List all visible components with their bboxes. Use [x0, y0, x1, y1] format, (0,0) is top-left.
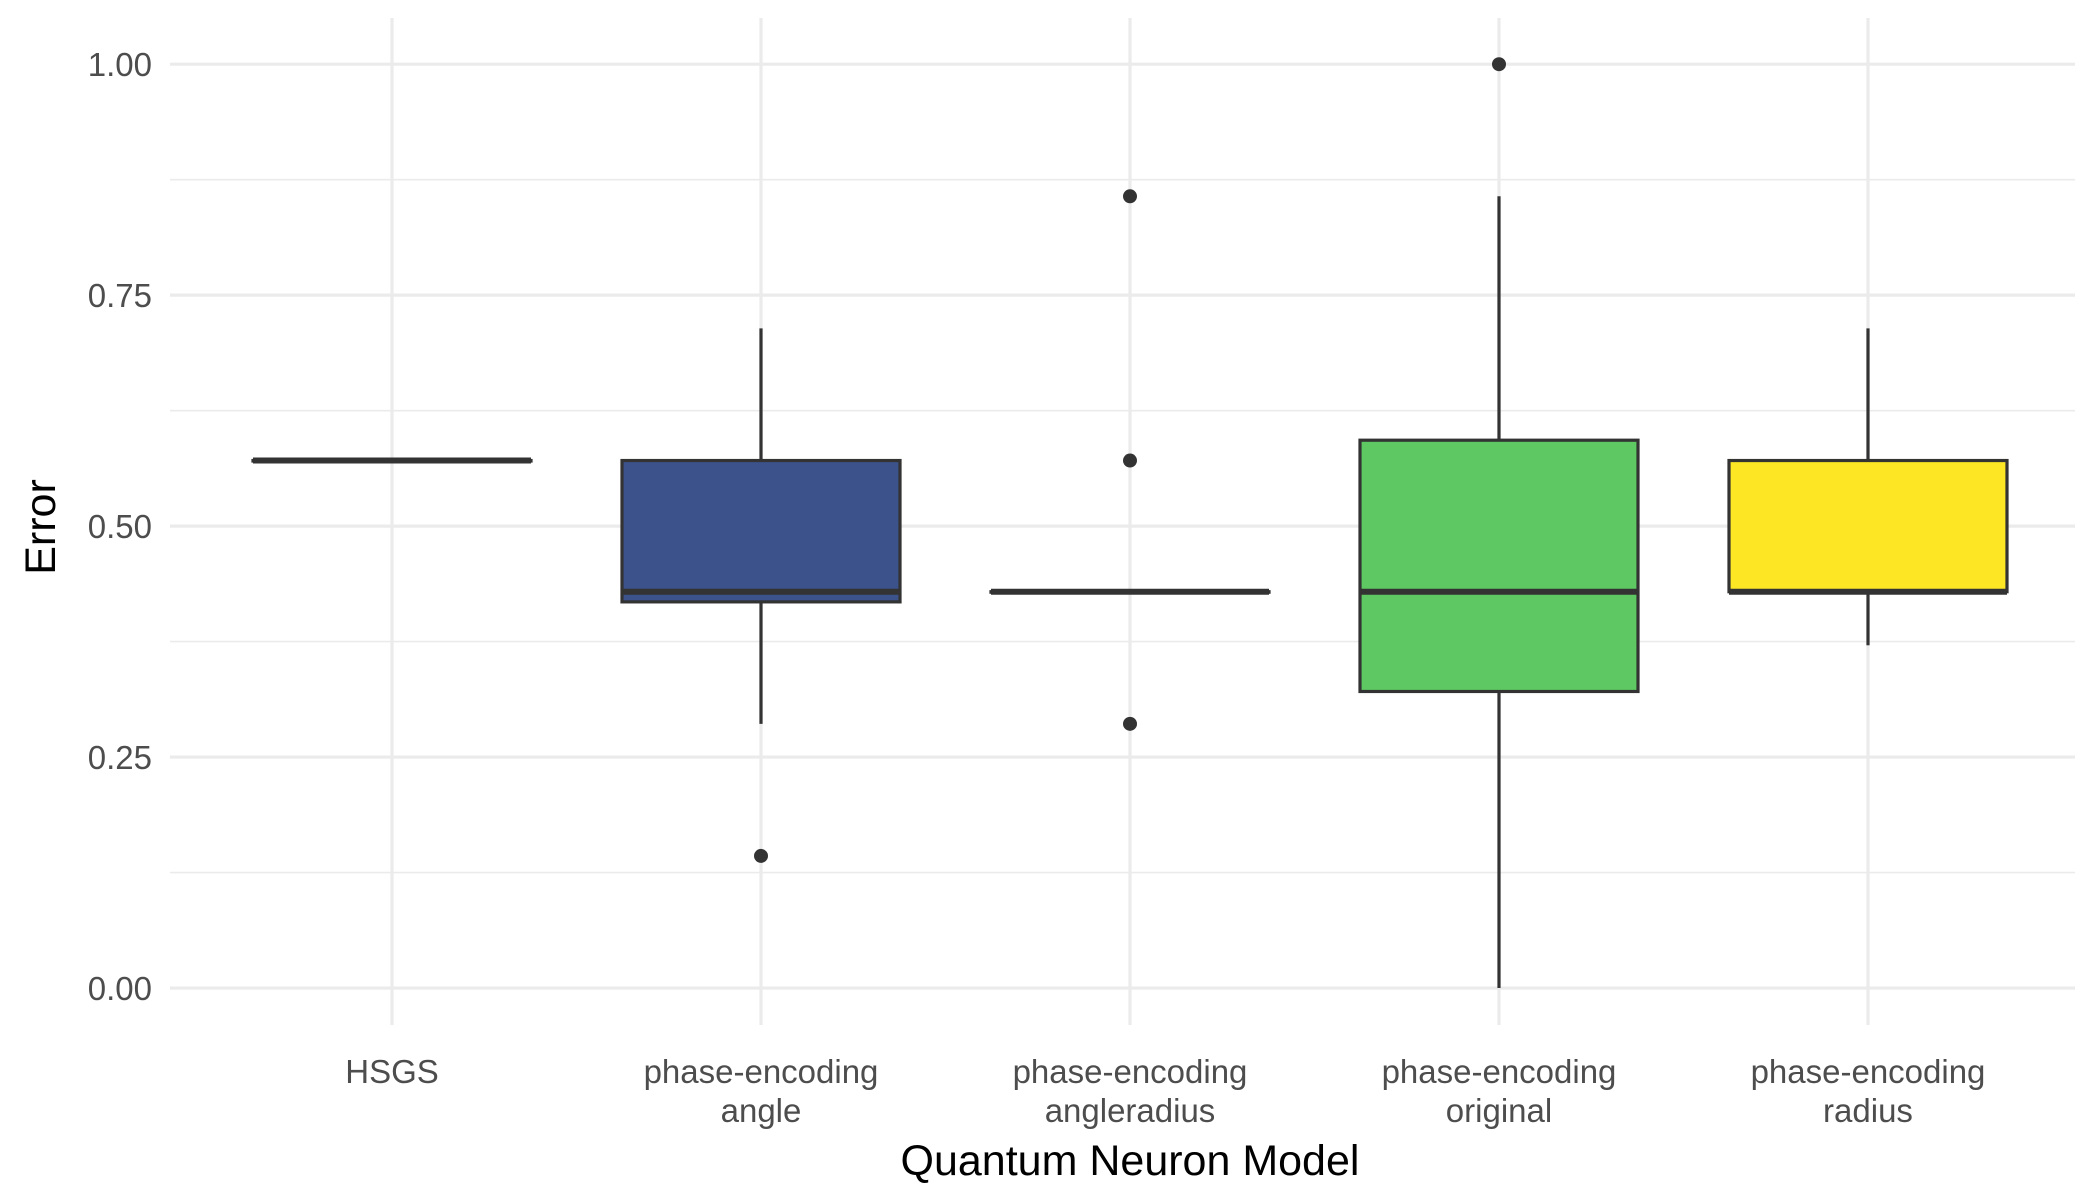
box-rect	[1358, 438, 1640, 694]
y-tick-label: 0.50	[88, 508, 152, 545]
outlier-point	[1123, 189, 1137, 204]
outlier-point	[1123, 716, 1137, 731]
x-tick-label: phase-encoding	[644, 1053, 879, 1090]
outlier-point	[1123, 453, 1137, 468]
box-0	[251, 457, 533, 464]
box-rect	[620, 458, 902, 604]
x-tick-label: phase-encoding	[1751, 1053, 1986, 1090]
y-tick-label: 0.75	[88, 277, 152, 314]
x-tick-label: HSGS	[345, 1053, 439, 1090]
box-2	[989, 189, 1271, 731]
x-tick-label-line2: original	[1446, 1092, 1552, 1129]
boxes	[251, 57, 2009, 989]
x-axis-title: Quantum Neuron Model	[901, 1137, 1360, 1185]
y-tick-label: 0.00	[88, 970, 152, 1007]
y-tick-label: 1.00	[88, 46, 152, 83]
box-4	[1727, 328, 2009, 646]
x-tick-label-line2: radius	[1823, 1092, 1913, 1129]
x-tick-label-line2: angleradius	[1045, 1092, 1216, 1129]
x-tick-label: phase-encoding	[1382, 1053, 1617, 1090]
y-axis-title: Error	[17, 479, 65, 575]
outlier-point	[754, 848, 768, 863]
outlier-point	[1492, 57, 1506, 72]
box-rect	[1727, 458, 2009, 594]
x-tick-label-line2: angle	[721, 1092, 802, 1129]
box-3	[1358, 57, 1640, 989]
y-tick-label: 0.25	[88, 739, 152, 776]
x-tick-label: phase-encoding	[1013, 1053, 1248, 1090]
box-1	[620, 328, 902, 863]
x-axis-ticks: HSGS phase-encodinganglephase-encodingang…	[345, 1053, 1985, 1129]
y-axis-ticks: 0.00 0.25 0.50 0.75 1.00	[88, 46, 152, 1007]
